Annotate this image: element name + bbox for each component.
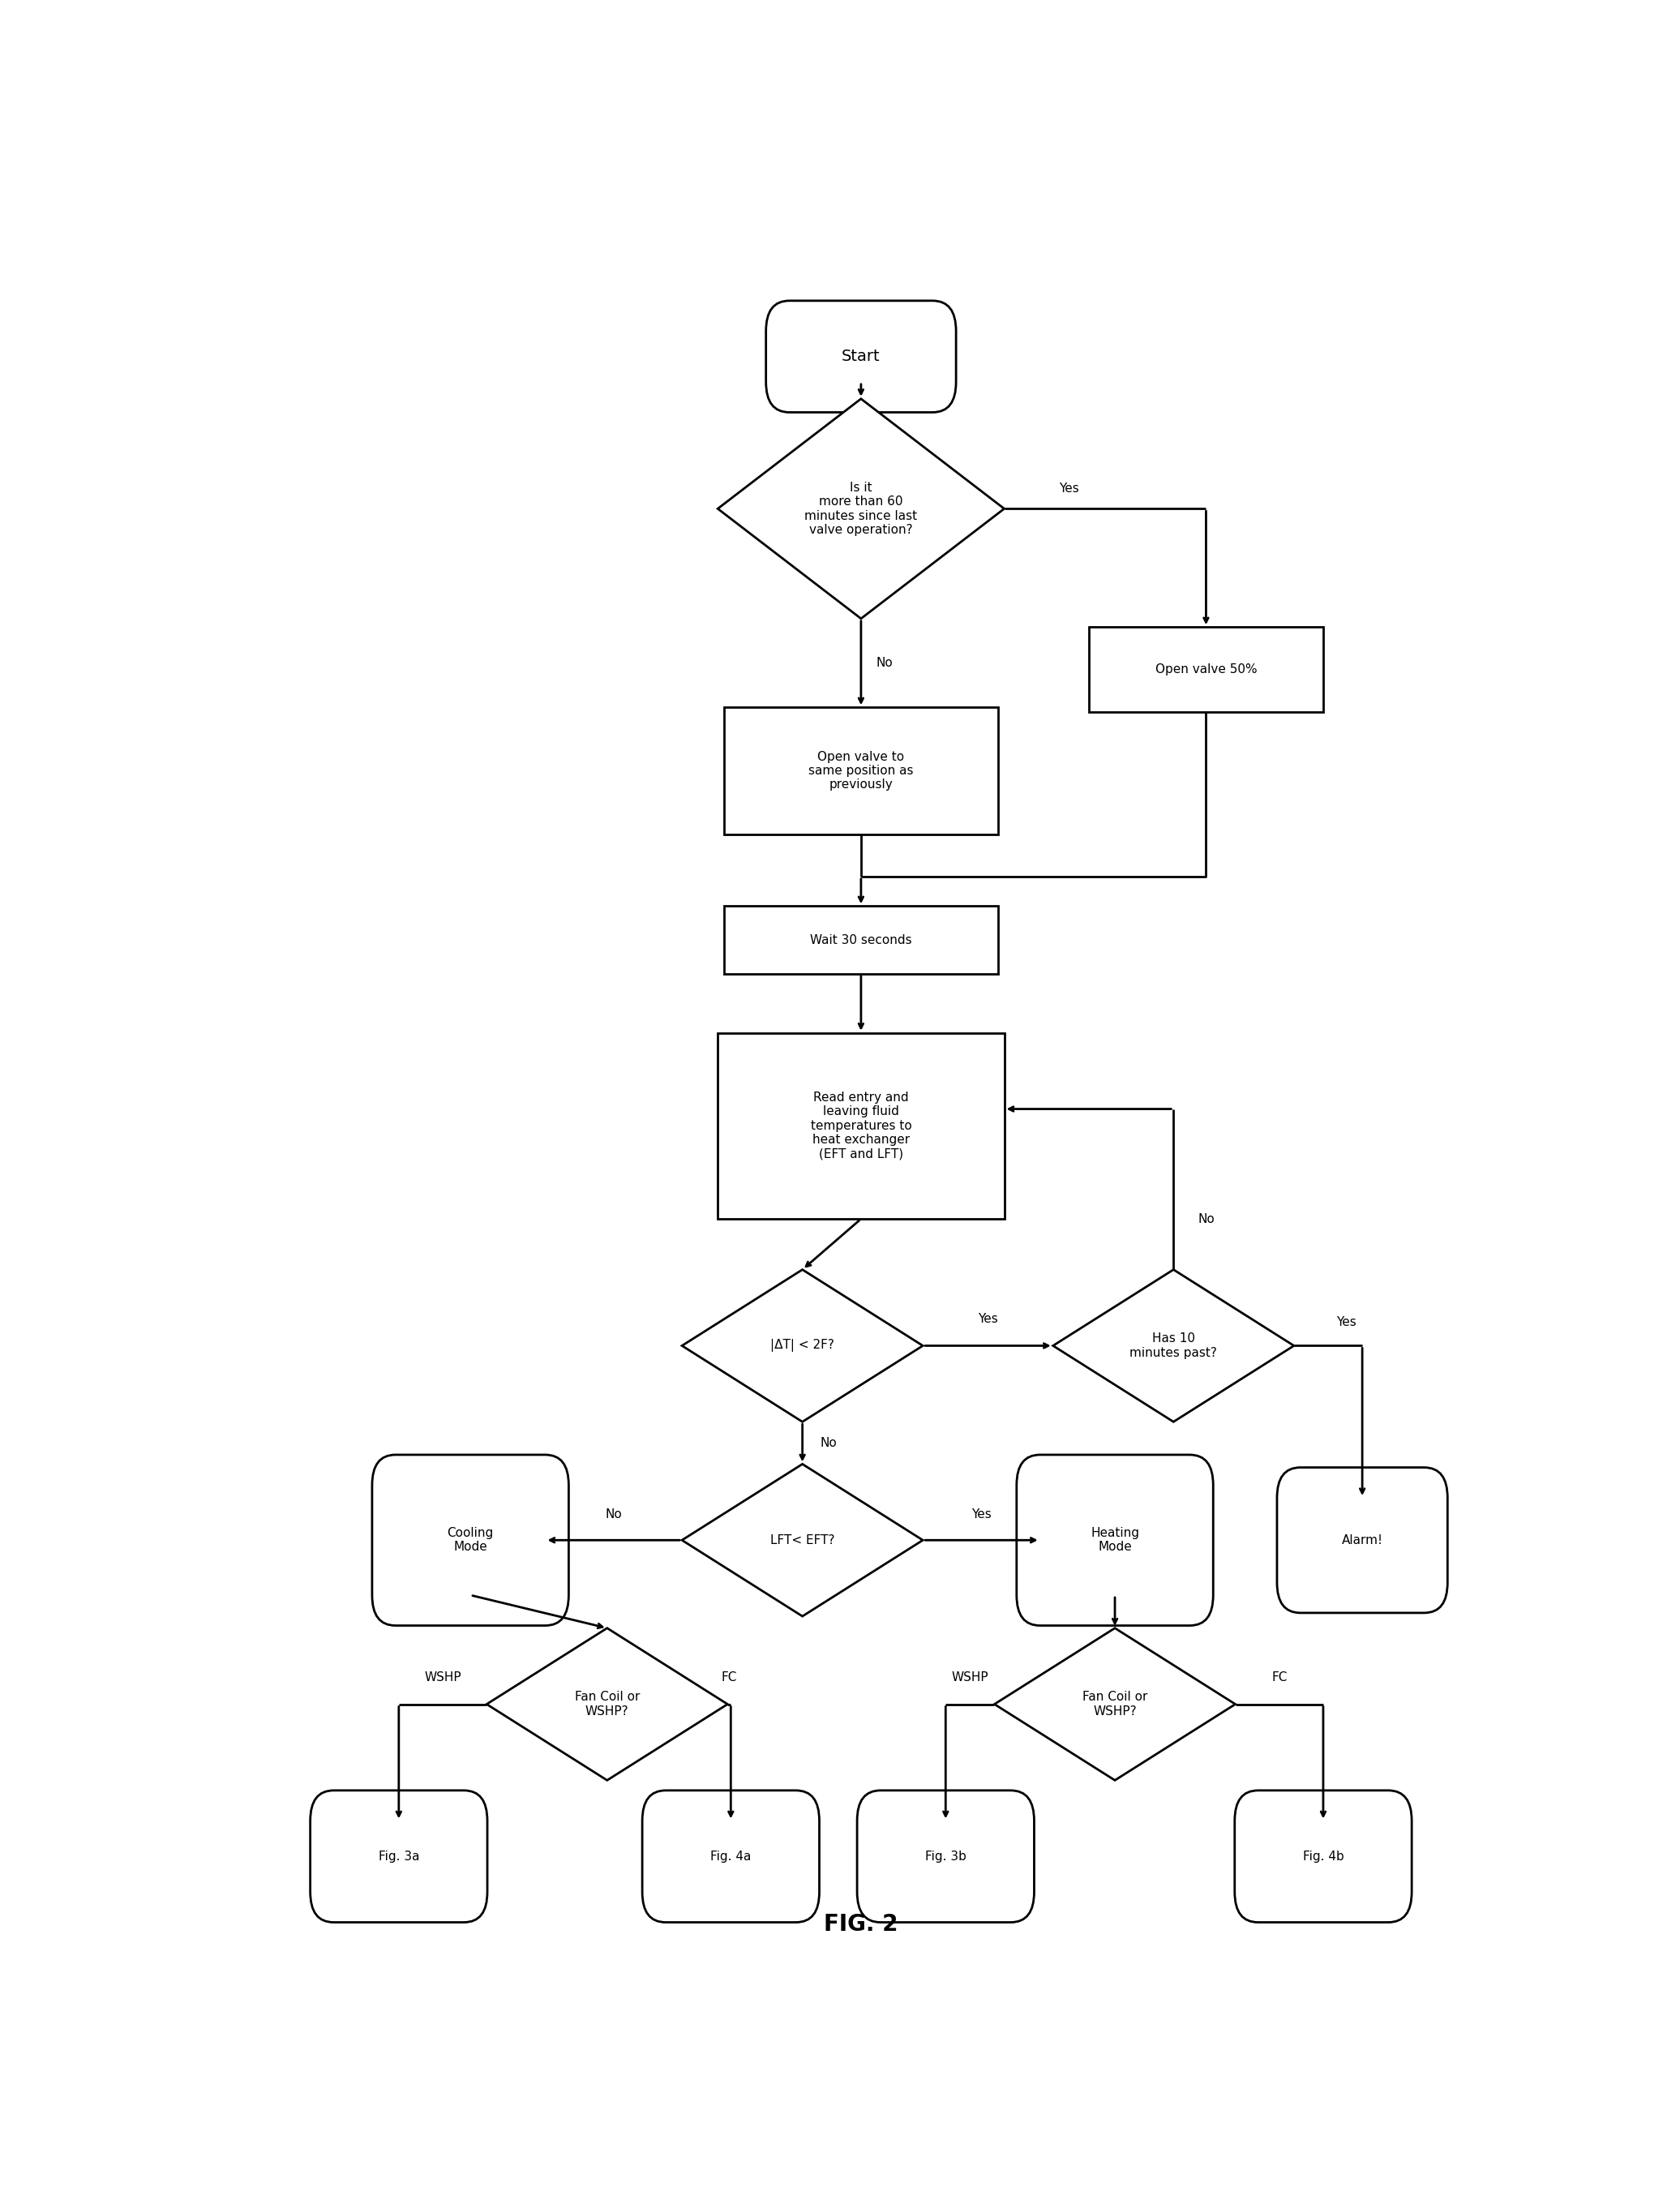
Text: No: No bbox=[1198, 1212, 1215, 1225]
Text: No: No bbox=[875, 657, 892, 670]
Polygon shape bbox=[1053, 1269, 1294, 1421]
Polygon shape bbox=[682, 1269, 922, 1421]
Bar bbox=[724, 707, 998, 834]
Text: Read entry and
leaving fluid
temperatures to
heat exchanger
(EFT and LFT): Read entry and leaving fluid temperature… bbox=[810, 1091, 912, 1159]
Polygon shape bbox=[487, 1627, 727, 1781]
Polygon shape bbox=[717, 400, 1005, 619]
Text: Alarm!: Alarm! bbox=[1342, 1535, 1383, 1546]
Text: |ΔT| < 2F?: |ΔT| < 2F? bbox=[771, 1340, 835, 1353]
Bar bbox=[717, 1032, 1005, 1219]
FancyBboxPatch shape bbox=[1016, 1454, 1213, 1625]
Text: Open valve to
same position as
previously: Open valve to same position as previousl… bbox=[808, 751, 914, 791]
Text: FC: FC bbox=[721, 1671, 738, 1682]
FancyBboxPatch shape bbox=[371, 1454, 570, 1625]
Text: LFT< EFT?: LFT< EFT? bbox=[769, 1535, 835, 1546]
FancyBboxPatch shape bbox=[1277, 1467, 1448, 1612]
Text: No: No bbox=[605, 1509, 622, 1522]
Text: Cooling
Mode: Cooling Mode bbox=[447, 1526, 494, 1553]
Text: Has 10
minutes past?: Has 10 minutes past? bbox=[1129, 1333, 1218, 1359]
Text: No: No bbox=[820, 1436, 837, 1449]
Text: Heating
Mode: Heating Mode bbox=[1090, 1526, 1139, 1553]
Bar bbox=[724, 907, 998, 973]
Text: WSHP: WSHP bbox=[951, 1671, 988, 1682]
Text: Yes: Yes bbox=[1060, 483, 1079, 494]
FancyBboxPatch shape bbox=[1235, 1790, 1411, 1922]
Text: FC: FC bbox=[1272, 1671, 1287, 1682]
Text: Is it
more than 60
minutes since last
valve operation?: Is it more than 60 minutes since last va… bbox=[805, 481, 917, 536]
Text: Start: Start bbox=[842, 349, 880, 365]
Bar bbox=[1089, 628, 1324, 712]
Text: Wait 30 seconds: Wait 30 seconds bbox=[810, 933, 912, 946]
Text: Fan Coil or
WSHP?: Fan Coil or WSHP? bbox=[1082, 1691, 1147, 1717]
FancyBboxPatch shape bbox=[857, 1790, 1035, 1922]
FancyBboxPatch shape bbox=[642, 1790, 820, 1922]
Text: Open valve 50%: Open valve 50% bbox=[1156, 663, 1257, 676]
Text: Fan Coil or
WSHP?: Fan Coil or WSHP? bbox=[575, 1691, 640, 1717]
Text: Fig. 4a: Fig. 4a bbox=[711, 1851, 751, 1862]
Text: Fig. 3b: Fig. 3b bbox=[926, 1851, 966, 1862]
FancyBboxPatch shape bbox=[766, 301, 956, 413]
Polygon shape bbox=[995, 1627, 1235, 1781]
Text: FIG. 2: FIG. 2 bbox=[823, 1913, 899, 1935]
FancyBboxPatch shape bbox=[311, 1790, 487, 1922]
Text: Yes: Yes bbox=[1336, 1315, 1356, 1329]
Text: Yes: Yes bbox=[971, 1509, 991, 1522]
Text: Fig. 3a: Fig. 3a bbox=[378, 1851, 420, 1862]
Text: WSHP: WSHP bbox=[425, 1671, 462, 1682]
Polygon shape bbox=[682, 1465, 922, 1616]
Text: Yes: Yes bbox=[978, 1313, 998, 1324]
Text: Fig. 4b: Fig. 4b bbox=[1302, 1851, 1344, 1862]
